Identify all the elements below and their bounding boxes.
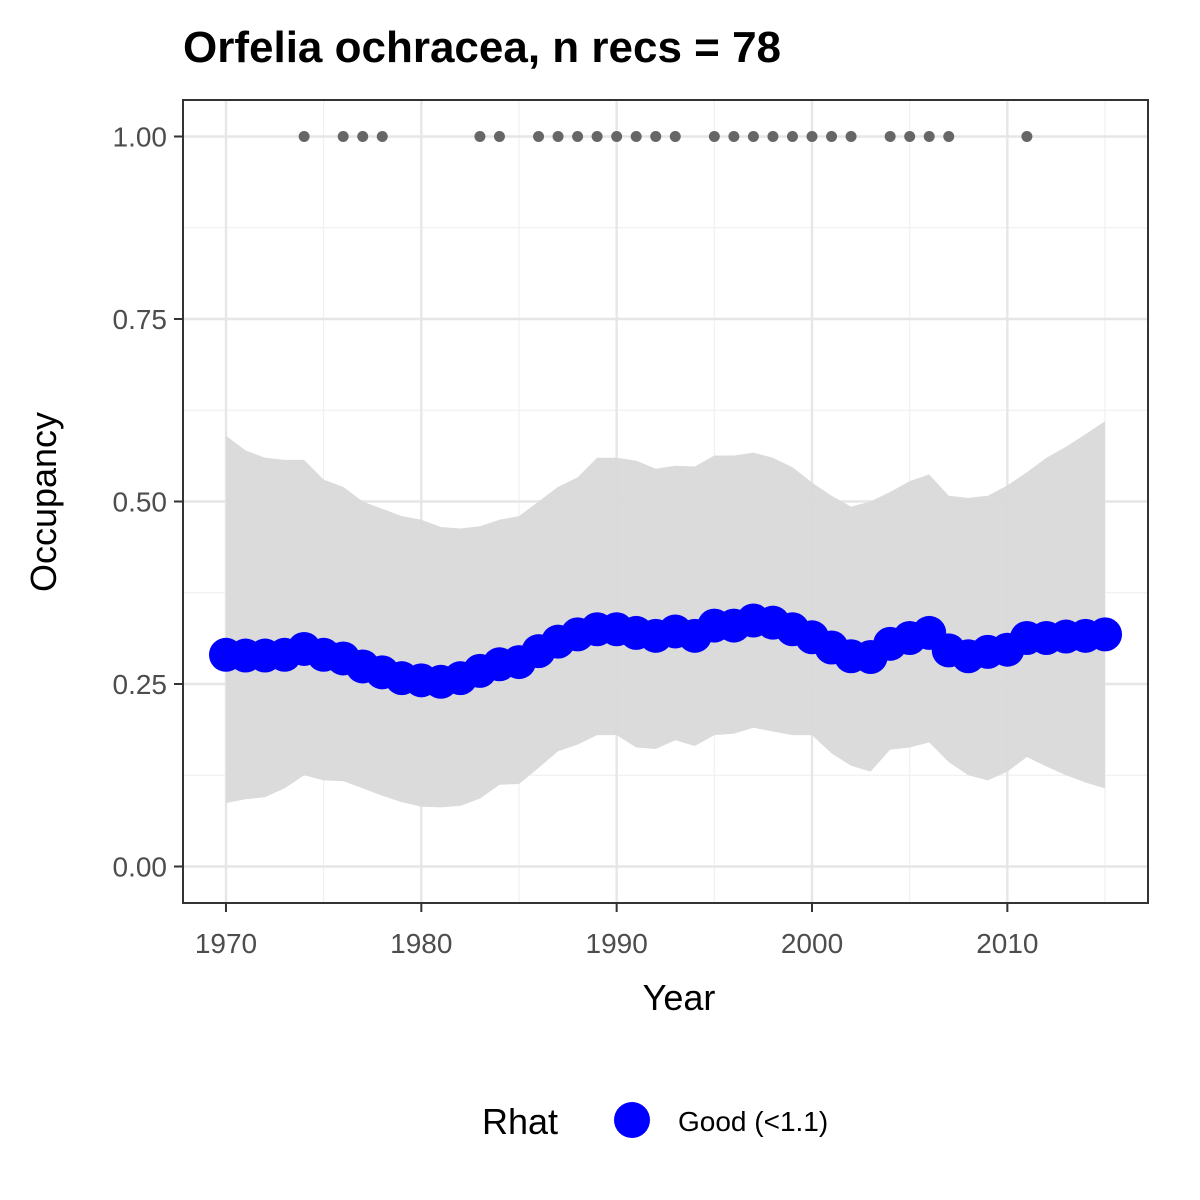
record-point — [337, 131, 349, 142]
record-point — [533, 131, 545, 142]
x-tick-label: 2010 — [976, 928, 1038, 959]
legend-key-good — [614, 1102, 650, 1138]
record-point — [826, 131, 838, 142]
occupancy-point — [1088, 617, 1123, 652]
record-point — [786, 131, 798, 142]
y-tick-label: 1.00 — [113, 122, 168, 153]
x-tick-label: 1980 — [390, 928, 452, 959]
record-point — [572, 131, 584, 142]
x-tick-label: 1970 — [195, 928, 257, 959]
record-point — [552, 131, 564, 142]
record-point — [669, 131, 681, 142]
x-tick-label: 2000 — [781, 928, 843, 959]
legend: Rhat Good (<1.1) — [482, 1101, 828, 1142]
confidence-band — [226, 421, 1105, 808]
legend-label-good: Good (<1.1) — [678, 1106, 828, 1137]
record-point — [493, 131, 505, 142]
record-point — [806, 131, 818, 142]
record-point — [357, 131, 369, 142]
record-point — [630, 131, 642, 142]
legend-title: Rhat — [482, 1101, 558, 1142]
record-point — [708, 131, 720, 142]
record-point — [298, 131, 310, 142]
y-tick-label: 0.50 — [113, 487, 168, 518]
axes: 1970 1980 1990 2000 2010 0.00 0.25 0.50 0.75 1.00 — [113, 122, 1039, 960]
chart-title: Orfelia ochracea, n recs = 78 — [183, 23, 781, 72]
record-point — [747, 131, 759, 142]
record-point — [474, 131, 486, 142]
record-point — [943, 131, 955, 142]
record-point — [923, 131, 935, 142]
record-point — [591, 131, 603, 142]
confidence-band-layer — [226, 421, 1105, 808]
record-point — [767, 131, 779, 142]
record-point — [728, 131, 740, 142]
record-point — [650, 131, 662, 142]
record-point — [884, 131, 896, 142]
y-axis-title: Occupancy — [23, 412, 64, 592]
y-tick-label: 0.25 — [113, 669, 168, 700]
x-tick-label: 1990 — [586, 928, 648, 959]
occupancy-series-layer — [208, 603, 1123, 699]
record-point — [611, 131, 623, 142]
record-points-layer — [298, 131, 1033, 142]
record-point — [904, 131, 916, 142]
record-point — [376, 131, 388, 142]
y-tick-label: 0.75 — [113, 304, 168, 335]
record-point — [845, 131, 857, 142]
x-axis-title: Year — [643, 977, 716, 1018]
record-point — [1021, 131, 1033, 142]
y-tick-label: 0.00 — [113, 852, 168, 883]
